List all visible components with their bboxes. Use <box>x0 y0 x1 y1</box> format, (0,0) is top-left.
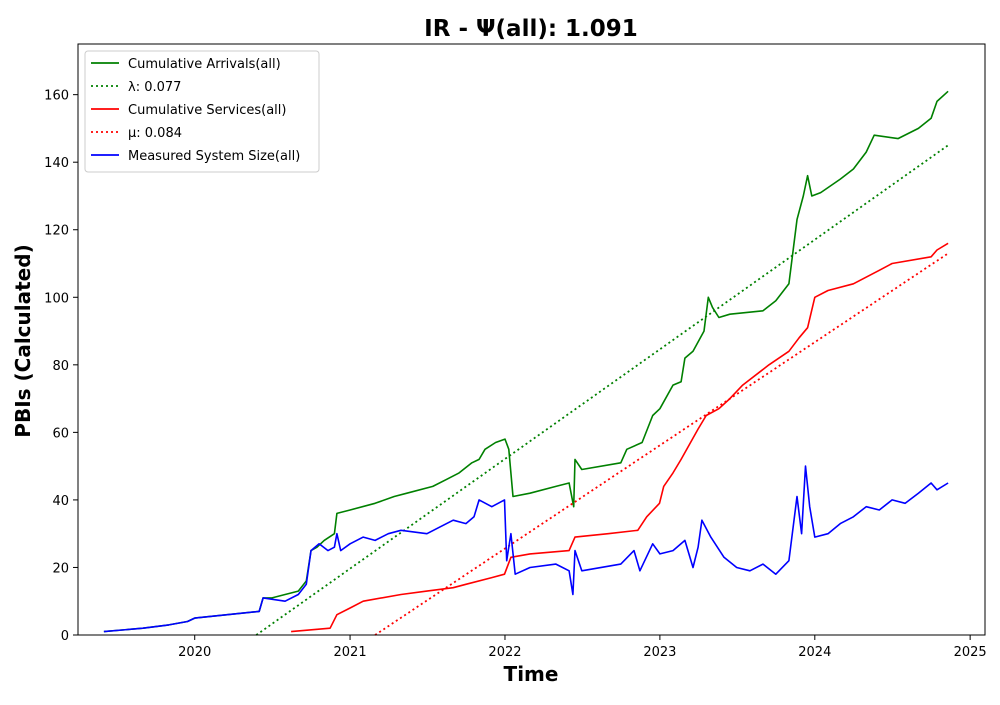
series-line-2 <box>255 144 949 636</box>
x-tick-label: 2021 <box>334 645 367 660</box>
series-line-3 <box>291 242 949 633</box>
legend: Cumulative Arrivals(all) λ: 0.077 Cumulati… <box>84 50 320 173</box>
y-tick-label: 20 <box>52 561 69 576</box>
legend-label: Measured System Size(all) <box>128 149 300 164</box>
y-axis-title: PBIs (Calculated) <box>11 244 35 437</box>
x-tick-label: 2024 <box>798 645 831 660</box>
y-tick-label: 60 <box>52 426 69 441</box>
legend-label: Cumulative Services(all) <box>128 103 286 118</box>
x-axis-title: Time <box>504 662 559 686</box>
legend-box <box>84 50 320 173</box>
axis-ticks: 2020 2021 2022 2023 2024 2025 0 20 40 60 80 100 120 1… <box>44 89 987 660</box>
legend-label: μ: 0.084 <box>128 126 182 141</box>
plot-area <box>103 90 949 636</box>
legend-label: λ: 0.077 <box>128 80 181 95</box>
y-tick-label: 120 <box>44 224 69 239</box>
legend-label: Cumulative Arrivals(all) <box>128 57 281 72</box>
x-tick-label: 2023 <box>643 645 676 660</box>
y-tick-label: 140 <box>44 156 69 171</box>
x-tick-label: 2025 <box>954 645 987 660</box>
x-tick-label: 2022 <box>488 645 521 660</box>
series-line-5 <box>103 465 949 633</box>
x-tick-label: 2020 <box>178 645 211 660</box>
y-tick-label: 80 <box>52 359 69 374</box>
y-tick-label: 40 <box>52 494 69 509</box>
y-tick-label: 0 <box>61 629 69 644</box>
y-tick-label: 160 <box>44 89 69 104</box>
plot-frame <box>77 43 986 636</box>
y-tick-label: 100 <box>44 291 69 306</box>
chart-title: IR - Ψ(all): 1.091 <box>424 16 638 42</box>
